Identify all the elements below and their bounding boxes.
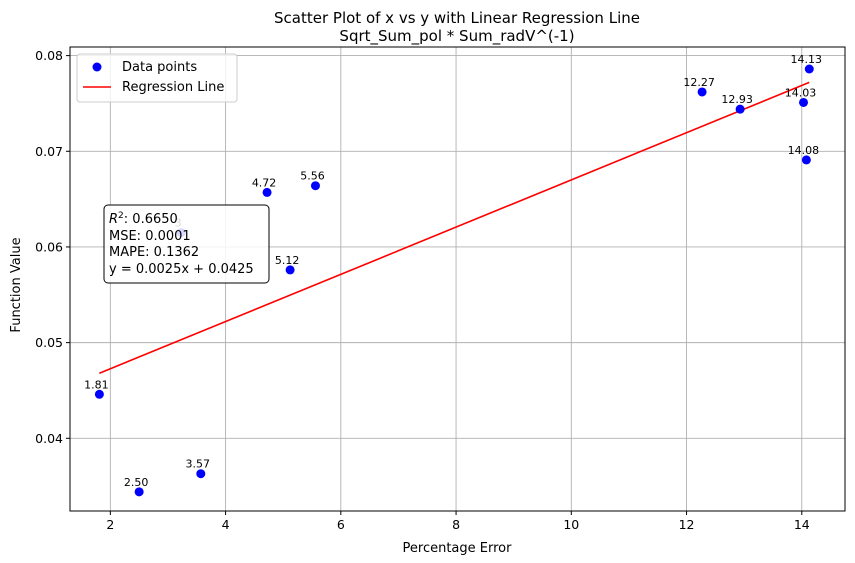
stats-mape: MAPE: 0.1362 — [109, 245, 199, 260]
x-tick-label: 8 — [452, 517, 460, 532]
data-point-labels: 1.812.5033.574.725.125.5612.2712.9314.03… — [84, 53, 822, 489]
data-point-label: 3.57 — [186, 458, 211, 471]
legend: Data points Regression Line — [76, 53, 238, 103]
y-tick-label: 0.04 — [35, 431, 63, 446]
legend-marker-data-points — [92, 62, 102, 72]
x-tick-label: 4 — [222, 517, 230, 532]
chart-subtitle: Sqrt_Sum_pol * Sum_radV^(-1) — [339, 27, 574, 46]
data-point-label: 1.81 — [84, 378, 109, 391]
data-point-label: 12.93 — [721, 93, 753, 106]
stats-box-frame — [103, 204, 270, 284]
data-point — [697, 87, 707, 97]
data-point-label: 14.03 — [785, 86, 817, 99]
data-point — [804, 64, 814, 74]
regression-line — [99, 81, 810, 374]
y-tick-label: 0.05 — [35, 335, 63, 350]
x-tick-label: 10 — [563, 517, 579, 532]
data-point-label: 14.08 — [788, 144, 820, 157]
legend-box — [76, 53, 238, 103]
data-point — [735, 104, 745, 114]
data-point — [285, 265, 295, 275]
plot-area-frame — [69, 46, 846, 512]
y-tick-label: 0.06 — [35, 239, 63, 254]
legend-label-data-points: Data points — [122, 60, 197, 75]
x-tick-label: 14 — [794, 517, 810, 532]
chart-title: Scatter Plot of x vs y with Linear Regre… — [274, 9, 640, 27]
data-point — [94, 389, 104, 399]
y-axis-label: Function Value — [9, 237, 24, 332]
regression-stats-box: R2: 0.6650 MSE: 0.0001 MAPE: 0.1362 y = … — [103, 204, 270, 284]
data-point — [801, 155, 811, 165]
data-point — [799, 97, 809, 107]
x-tick-label: 6 — [337, 517, 345, 532]
x-tick-label: 2 — [106, 517, 114, 532]
stats-equation: y = 0.0025x + 0.0425 — [109, 262, 254, 277]
stats-mse: MSE: 0.0001 — [109, 229, 191, 244]
data-point-label: 5.56 — [300, 170, 325, 183]
data-point — [310, 181, 320, 191]
stats-r-squared: R2: 0.6650 — [109, 211, 178, 227]
x-axis-label: Percentage Error — [403, 541, 513, 556]
data-point-label: 2.50 — [124, 476, 149, 489]
x-tick-label: 12 — [679, 517, 695, 532]
data-point — [262, 187, 272, 197]
x-axis-ticks: 2 4 6 8 10 12 14 — [106, 511, 810, 532]
data-point — [134, 487, 144, 497]
data-point — [196, 469, 206, 479]
data-point-label: 5.12 — [275, 254, 300, 267]
data-point-label: 12.27 — [683, 76, 715, 89]
y-tick-label: 0.08 — [35, 48, 63, 63]
y-axis-ticks: 0.04 0.05 0.06 0.07 0.08 — [35, 48, 70, 446]
y-tick-label: 0.07 — [35, 144, 63, 159]
legend-label-regression-line: Regression Line — [122, 80, 224, 95]
data-point-label: 14.13 — [791, 53, 823, 66]
data-point-label: 4.72 — [252, 176, 277, 189]
